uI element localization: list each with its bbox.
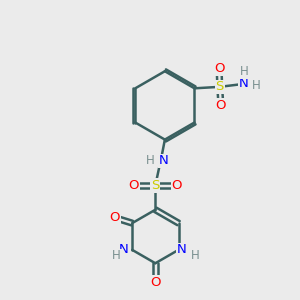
Text: O: O [172,179,182,192]
Text: H: H [240,65,248,78]
Text: H: H [112,249,121,262]
Text: N: N [239,77,249,90]
Text: S: S [151,179,160,192]
Text: N: N [177,243,187,256]
Text: O: O [216,99,226,112]
Text: O: O [110,211,120,224]
Text: H: H [190,249,199,262]
Text: N: N [119,243,129,256]
Text: S: S [215,80,224,93]
Text: O: O [129,179,139,192]
Text: N: N [159,154,169,167]
Text: O: O [150,276,160,289]
Text: H: H [146,154,154,167]
Text: O: O [214,62,224,75]
Text: H: H [252,79,261,92]
